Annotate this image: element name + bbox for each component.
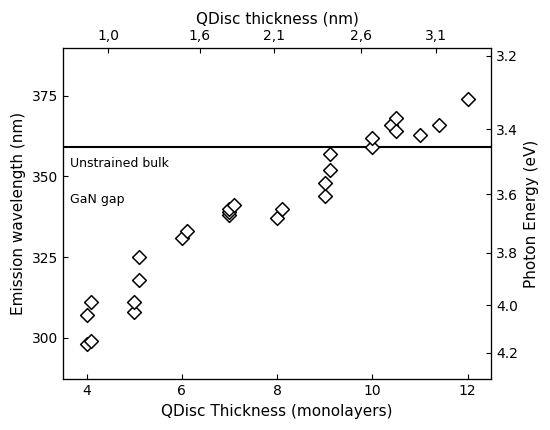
Text: Unstrained bulk: Unstrained bulk [70, 157, 169, 170]
Point [278, 205, 287, 212]
Point [320, 179, 329, 186]
Point [178, 234, 186, 241]
Point [82, 341, 91, 347]
Point [325, 166, 334, 173]
Point [130, 308, 139, 315]
Point [135, 254, 144, 261]
Y-axis label: Emission wavelength (nm): Emission wavelength (nm) [11, 112, 26, 315]
Point [320, 192, 329, 199]
X-axis label: QDisc thickness (nm): QDisc thickness (nm) [196, 11, 359, 26]
Point [230, 202, 239, 209]
Point [387, 121, 396, 128]
Point [368, 134, 377, 141]
Y-axis label: Photon Energy (eV): Photon Energy (eV) [524, 139, 539, 288]
Point [225, 209, 234, 215]
Point [392, 128, 400, 135]
Point [416, 131, 425, 138]
Text: GaN gap: GaN gap [70, 193, 124, 206]
Point [225, 205, 234, 212]
X-axis label: QDisc Thickness (monolayers): QDisc Thickness (monolayers) [161, 404, 393, 419]
Point [87, 299, 96, 306]
Point [82, 312, 91, 319]
Point [392, 115, 400, 122]
Point [463, 95, 472, 102]
Point [368, 144, 377, 151]
Point [434, 121, 443, 128]
Point [225, 212, 234, 218]
Point [130, 299, 139, 306]
Point [273, 215, 282, 222]
Point [325, 150, 334, 157]
Point [182, 228, 191, 235]
Point [135, 276, 144, 283]
Point [87, 338, 96, 344]
